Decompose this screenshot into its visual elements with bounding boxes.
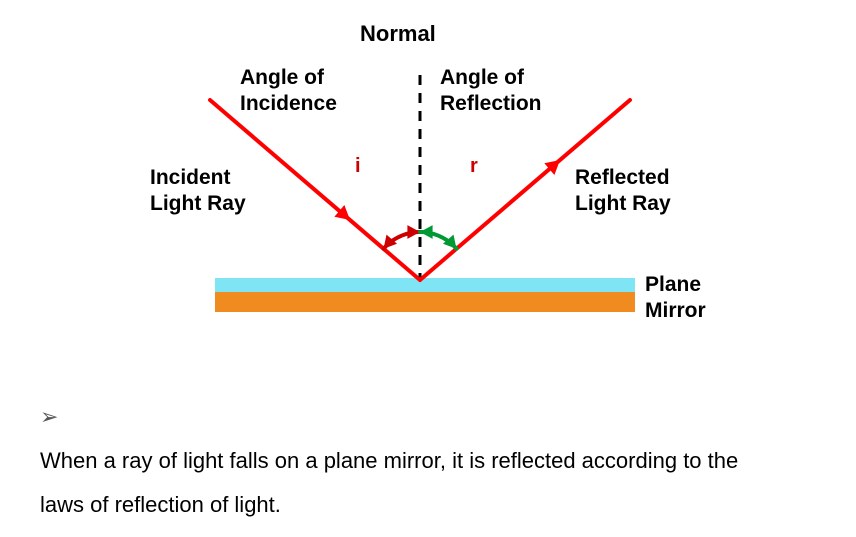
label-incident-ray: IncidentLight Ray: [150, 165, 246, 218]
label-angle-incidence-text: Angle ofIncidence: [240, 66, 337, 115]
label-reflected-ray-text: ReflectedLight Ray: [575, 166, 671, 215]
label-incident-ray-text: IncidentLight Ray: [150, 166, 246, 215]
angle-letter-r: r: [470, 155, 478, 178]
label-angle-reflection: Angle ofReflection: [440, 65, 542, 118]
caption-bullet: ➢: [40, 395, 66, 439]
label-plane: Plane: [645, 272, 701, 298]
caption-text: When a ray of light falls on a plane mir…: [40, 439, 786, 527]
reflection-diagram: Normal Angle ofIncidence Angle ofReflect…: [150, 20, 710, 360]
angle-letter-i: i: [355, 155, 361, 178]
label-angle-incidence: Angle ofIncidence: [240, 65, 337, 118]
label-reflected-ray: ReflectedLight Ray: [575, 165, 671, 218]
label-normal: Normal: [360, 20, 436, 48]
label-mirror: Mirror: [645, 298, 706, 324]
caption: ➢ When a ray of light falls on a plane m…: [40, 395, 816, 527]
label-angle-reflection-text: Angle ofReflection: [440, 66, 542, 115]
